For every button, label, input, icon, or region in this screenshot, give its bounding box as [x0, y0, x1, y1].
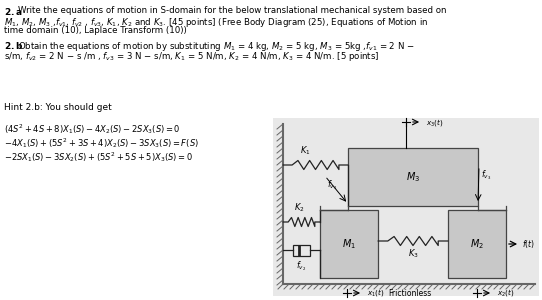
- Text: $\mathbf{2.a}$: $\mathbf{2.a}$: [4, 6, 23, 17]
- Text: $M_2$: $M_2$: [470, 237, 484, 251]
- Text: s/m, $f_{v2}$ = 2 N $-$ s /m , $f_{v3}$ = 3 N $-$ s/m, $K_1$ = 5 N/m, $K_2$ = 4 : s/m, $f_{v2}$ = 2 N $-$ s /m , $f_{v3}$ …: [4, 50, 379, 63]
- Text: $-2SX_1(S) - 3SX_2(S) + (5S^2 + 5S + 5)X_3(S) = 0$: $-2SX_1(S) - 3SX_2(S) + (5S^2 + 5S + 5)X…: [4, 150, 193, 164]
- Text: $f_{v_3}$: $f_{v_3}$: [481, 168, 491, 182]
- Text: $x_1(t)$: $x_1(t)$: [367, 287, 385, 298]
- Bar: [348, 148, 478, 206]
- Text: $f_{v_2}$: $f_{v_2}$: [296, 259, 307, 272]
- Bar: [320, 210, 378, 278]
- Text: $-4X_1(S) + (5S^2 + 3S + 4)X_2(S) - 3SX_3(S) = F(S)$: $-4X_1(S) + (5S^2 + 3S + 4)X_2(S) - 3SX_…: [4, 136, 199, 150]
- Bar: [293, 244, 309, 256]
- Text: $M_3$: $M_3$: [406, 170, 420, 184]
- Text: $K_3$: $K_3$: [408, 248, 418, 260]
- Text: Write the equations of motion in S-domain for the below translational mechanical: Write the equations of motion in S-domai…: [18, 6, 447, 15]
- Text: $M_1$: $M_1$: [342, 237, 356, 251]
- Text: $K_2$: $K_2$: [294, 202, 305, 214]
- Text: $(4S^2 + 4S + 8)X_1(S) - 4X_2(S) - 2SX_3(S) = 0$: $(4S^2 + 4S + 8)X_1(S) - 4X_2(S) - 2SX_3…: [4, 122, 180, 136]
- Text: Obtain the equations of motion by substituting $M_1$ = 4 kg, $M_2$ = 5 kg, $M_3$: Obtain the equations of motion by substi…: [18, 40, 415, 53]
- Text: $\mathbf{2. b}$: $\mathbf{2. b}$: [4, 40, 23, 51]
- Text: Frictionless: Frictionless: [389, 289, 431, 298]
- Text: $x_2(t)$: $x_2(t)$: [497, 287, 515, 298]
- Bar: [273, 118, 539, 296]
- Bar: [448, 210, 506, 278]
- Text: $x_3(t)$: $x_3(t)$: [426, 116, 444, 128]
- Text: $f_{v_1}$: $f_{v_1}$: [327, 178, 337, 191]
- Text: $M_1$, $M_2$, $M_3$ ,$f_{v1}$, $f_{v2}$ , $f_{v3}$, $K_1$, $K_2$ and $K_3$. [45 : $M_1$, $M_2$, $M_3$ ,$f_{v1}$, $f_{v2}$ …: [4, 16, 428, 29]
- Text: $K_1$: $K_1$: [300, 145, 311, 157]
- Text: Hint 2.b: You should get: Hint 2.b: You should get: [4, 103, 112, 112]
- Text: time domain (10), Laplace Transform (10)): time domain (10), Laplace Transform (10)…: [4, 26, 187, 35]
- Text: $f(t)$: $f(t)$: [522, 238, 535, 250]
